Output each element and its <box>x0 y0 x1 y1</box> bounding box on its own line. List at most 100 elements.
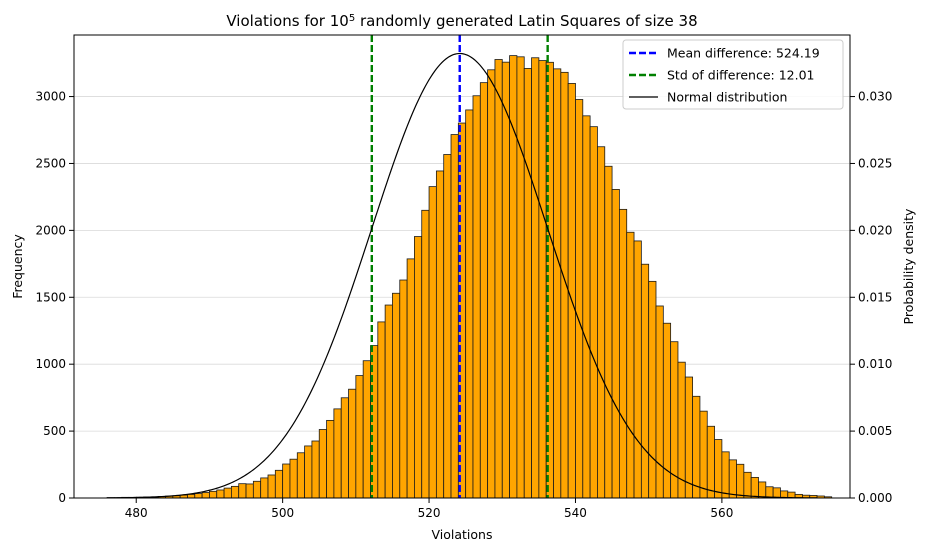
histogram-bar <box>282 463 291 499</box>
histogram-bar <box>670 341 679 499</box>
histogram-bar <box>414 236 423 499</box>
histogram-bar <box>604 165 613 499</box>
histogram-bar <box>223 487 232 499</box>
histogram-bar <box>326 419 335 499</box>
y-tick-label: 500 <box>43 424 66 438</box>
chart-title: Violations for 105 randomly generated La… <box>226 12 697 30</box>
histogram-bar <box>267 474 276 499</box>
y-tick-label: 1500 <box>35 290 66 304</box>
plot-frame <box>73 34 851 499</box>
legend-label-normal: Normal distribution <box>667 90 787 105</box>
histogram-bar <box>333 408 342 499</box>
chart-title-main: Violations for 10 <box>226 12 348 30</box>
legend: Mean difference: 524.19 Std of differenc… <box>622 39 844 110</box>
y-tick-label: 3000 <box>35 90 66 104</box>
x-tick-label: 560 <box>710 506 733 520</box>
histogram-bar <box>736 463 745 499</box>
histogram-bar <box>575 99 584 499</box>
x-tick-label: 480 <box>125 506 148 520</box>
histogram-bar <box>582 115 591 499</box>
y2-tick-label: 0.015 <box>858 290 892 304</box>
histogram-bar <box>479 82 489 499</box>
histogram-bar <box>465 109 474 499</box>
histogram-bar <box>758 481 767 499</box>
histogram-bar <box>274 469 284 499</box>
histogram-bar <box>633 240 642 499</box>
y2-tick-label: 0.000 <box>858 491 892 505</box>
y-tick-label: 2500 <box>35 156 66 170</box>
histogram-bar <box>692 395 701 499</box>
histogram-bar <box>399 279 408 499</box>
histogram-bar <box>421 209 430 499</box>
x-tick-label: 540 <box>564 506 587 520</box>
histogram-bars <box>106 55 833 499</box>
histogram-bar <box>238 483 247 499</box>
x-tick-label: 520 <box>418 506 441 520</box>
chart-title-suffix: randomly generated Latin Squares of size… <box>355 12 697 30</box>
y2-tick-label: 0.025 <box>858 156 892 170</box>
y-axis-label: Frequency <box>10 234 25 299</box>
legend-box <box>622 39 844 110</box>
histogram-bar <box>721 451 730 499</box>
y2-axis-label: Probability density <box>901 208 916 324</box>
y2-tick-label: 0.030 <box>858 90 892 104</box>
x-axis: 480 500 520 540 560 <box>125 498 733 520</box>
histogram-bar <box>340 397 349 499</box>
y2-tick-label: 0.010 <box>858 357 892 371</box>
histogram-bar <box>355 375 364 499</box>
histogram-bar <box>684 376 694 499</box>
y2-tick-label: 0.005 <box>858 424 892 438</box>
y-tick-label: 0 <box>58 491 66 505</box>
histogram-bar <box>611 189 620 499</box>
histogram-bar <box>304 445 313 499</box>
histogram-bar <box>699 410 708 499</box>
histogram-bar <box>230 485 240 499</box>
histogram-bar <box>406 258 415 499</box>
histogram-bar <box>523 68 532 499</box>
histogram-bar <box>743 471 752 499</box>
x-tick-label: 500 <box>271 506 294 520</box>
histogram-bar <box>311 440 320 499</box>
histogram-bar <box>428 186 437 499</box>
histogram-bar <box>318 429 327 499</box>
histogram-bar <box>501 61 510 499</box>
y-tick-label: 2000 <box>35 223 66 237</box>
histogram-bar <box>655 305 664 499</box>
histogram-bar <box>435 170 445 499</box>
histogram-bar <box>494 59 503 499</box>
histogram-bar <box>750 476 759 499</box>
chart-title-superscript: 5 <box>349 13 355 24</box>
histogram-bar <box>450 134 459 499</box>
histogram-bar <box>538 60 547 499</box>
histogram-bar <box>553 68 562 499</box>
histogram-bar <box>648 280 657 499</box>
y-axis-right: 0.000 0.005 0.010 0.015 0.020 0.025 0.030 <box>850 90 892 505</box>
y-tick-label: 1000 <box>35 357 66 371</box>
histogram-bar <box>626 231 635 499</box>
y2-tick-label: 0.020 <box>858 223 892 237</box>
histogram-bar <box>728 459 737 499</box>
y-axis-left: 0 500 1000 1500 2000 2500 3000 <box>35 90 74 505</box>
histogram-bar <box>209 490 218 499</box>
histogram-bar <box>289 458 298 499</box>
legend-label-mean: Mean difference: 524.19 <box>667 46 820 61</box>
histogram-bar <box>201 492 210 499</box>
normal-curve <box>106 52 818 499</box>
histogram-bar <box>392 292 401 499</box>
histogram-bar <box>296 452 306 499</box>
reference-lines <box>370 35 549 498</box>
histogram-bar <box>640 263 650 499</box>
histogram-bar <box>765 486 774 499</box>
histogram-bar <box>618 208 628 499</box>
histogram-bar <box>384 304 393 499</box>
histogram-bar <box>567 83 576 499</box>
histogram-bar <box>516 56 525 499</box>
histogram-bar <box>443 154 452 499</box>
histogram-bar <box>772 487 781 499</box>
histogram-bar <box>252 480 262 499</box>
histogram-bar <box>245 483 254 499</box>
histogram-bar <box>472 95 481 499</box>
histogram-bar <box>597 146 606 499</box>
histogram-bar <box>187 493 196 499</box>
